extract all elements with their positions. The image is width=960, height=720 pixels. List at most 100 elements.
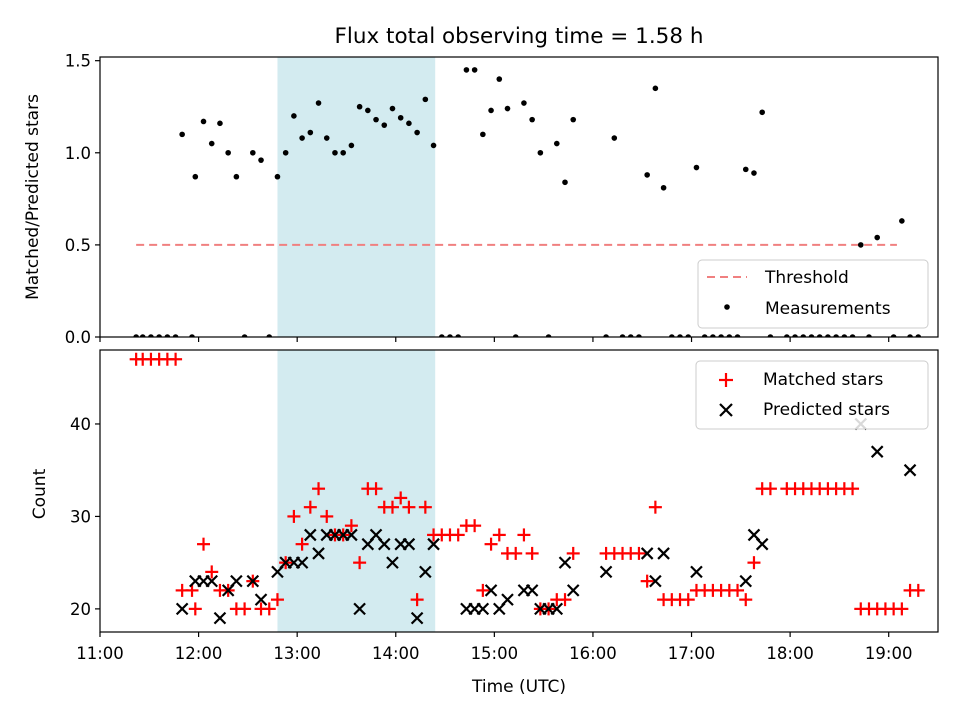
measurement-point: [734, 334, 741, 337]
measurement-point: [471, 67, 478, 73]
bottom-axes-frame: [99, 349, 939, 633]
measurement-point: [693, 164, 700, 171]
predicted-star-point: [213, 611, 227, 625]
measurement-point: [172, 334, 179, 337]
predicted-star-point: [312, 547, 325, 560]
x-tick-label: 19:00: [865, 644, 913, 663]
matched-star-point: [632, 546, 646, 560]
measurement-point: [718, 334, 724, 337]
measurement-point: [397, 114, 404, 121]
measurement-point: [488, 107, 494, 114]
measurement-point: [307, 129, 314, 136]
bottom-legend: Matched stars Predicted stars: [695, 360, 929, 430]
measurement-point: [660, 184, 667, 191]
measurement-point: [825, 334, 831, 337]
predicted-star-point: [410, 611, 424, 625]
measurement-point: [274, 173, 281, 180]
measurement-point: [266, 334, 273, 337]
top-y-tick-label: 1.0: [65, 144, 91, 163]
x-tick-label: 16:00: [569, 644, 617, 663]
measurement-point: [356, 103, 363, 110]
measurement-point: [332, 149, 338, 156]
legend-matched-label: Matched stars: [763, 370, 883, 390]
measurement-point: [890, 334, 897, 337]
measurement-point: [241, 334, 248, 337]
x-axis-label: Time (UTC): [471, 677, 566, 697]
predicted-star-point: [419, 565, 432, 579]
x-tick-label: 12:00: [175, 644, 223, 663]
measurement-point: [899, 218, 905, 224]
legend-matched-swatch: [719, 373, 733, 387]
predicted-star-point: [484, 584, 498, 597]
predicted-star-point: [755, 537, 769, 551]
matched-star-point: [197, 537, 211, 551]
measurement-point: [545, 334, 552, 337]
bottom-y-tick-label: 20: [70, 600, 91, 619]
matched-star-point: [295, 537, 309, 551]
predicted-star-point: [304, 528, 317, 542]
matched-star-point: [484, 537, 498, 551]
predicted-star-point: [230, 574, 243, 588]
matched-star-point: [410, 593, 424, 607]
measurement-point: [866, 334, 872, 337]
predicted-star-point: [402, 537, 416, 551]
matched-star-point: [270, 593, 284, 607]
predicted-star-point: [657, 547, 670, 560]
predicted-star-point: [870, 445, 884, 458]
predicted-star-point: [903, 463, 917, 477]
top-legend: Threshold Measurements: [697, 259, 929, 329]
measurement-point: [849, 334, 856, 337]
measurement-point: [529, 116, 535, 123]
x-tick-label: 17:00: [668, 644, 716, 663]
matched-star-point: [911, 583, 925, 597]
measurement-point: [512, 334, 519, 337]
bottom-panel: 20 30 40 11:00 12:00 13:00 14:00 15:00 16:00 17:…: [30, 349, 939, 697]
predicted-star-point: [353, 602, 366, 616]
legend-predicted-swatch: [719, 403, 733, 417]
measurement-point: [496, 76, 503, 82]
measurement-point: [217, 120, 223, 127]
measurement-point: [179, 131, 185, 138]
measurement-point: [857, 242, 864, 248]
predicted-star-point: [427, 537, 440, 551]
measurement-point: [250, 149, 256, 156]
matched-star-point: [476, 583, 490, 597]
measurement-point: [422, 96, 429, 103]
x-tick-label: 11:00: [76, 644, 124, 663]
matched-star-point: [344, 519, 358, 533]
measurement-point: [156, 334, 162, 337]
measurement-point: [348, 142, 355, 149]
measurement-point: [537, 149, 544, 156]
matched-star-point: [640, 574, 654, 588]
predicted-star-point: [566, 584, 580, 597]
measurement-point: [636, 334, 642, 337]
measurement-point: [759, 109, 765, 116]
legend-predicted-label: Predicted stars: [763, 400, 890, 420]
measurement-point: [751, 170, 757, 176]
matched-star-point: [303, 500, 317, 514]
predicted-star-point: [558, 556, 572, 569]
matched-star-point: [492, 528, 506, 542]
measurement-point: [701, 334, 708, 337]
matched-star-point: [846, 482, 860, 496]
matched-star-point: [385, 500, 399, 514]
matched-star-point: [509, 546, 523, 560]
matched-star-point: [517, 528, 531, 542]
measurement-point: [192, 173, 199, 180]
top-y-tick-label: 0.0: [65, 328, 91, 347]
bottom-y-tick-label: 30: [70, 507, 91, 526]
matched-star-point: [287, 509, 301, 523]
measurement-point: [463, 67, 470, 73]
measurement-point: [784, 334, 790, 337]
matched-star-point: [566, 546, 580, 560]
predicted-star-point: [525, 584, 539, 597]
measurement-point: [726, 334, 733, 337]
measurement-point: [627, 334, 634, 337]
matched-star-point: [418, 500, 432, 514]
measurement-point: [833, 334, 839, 337]
measurement-point: [225, 149, 231, 156]
measurement-point: [447, 334, 453, 337]
measurement-point: [389, 105, 396, 112]
measurement-point: [800, 334, 807, 337]
predicted-star-point: [649, 574, 662, 588]
